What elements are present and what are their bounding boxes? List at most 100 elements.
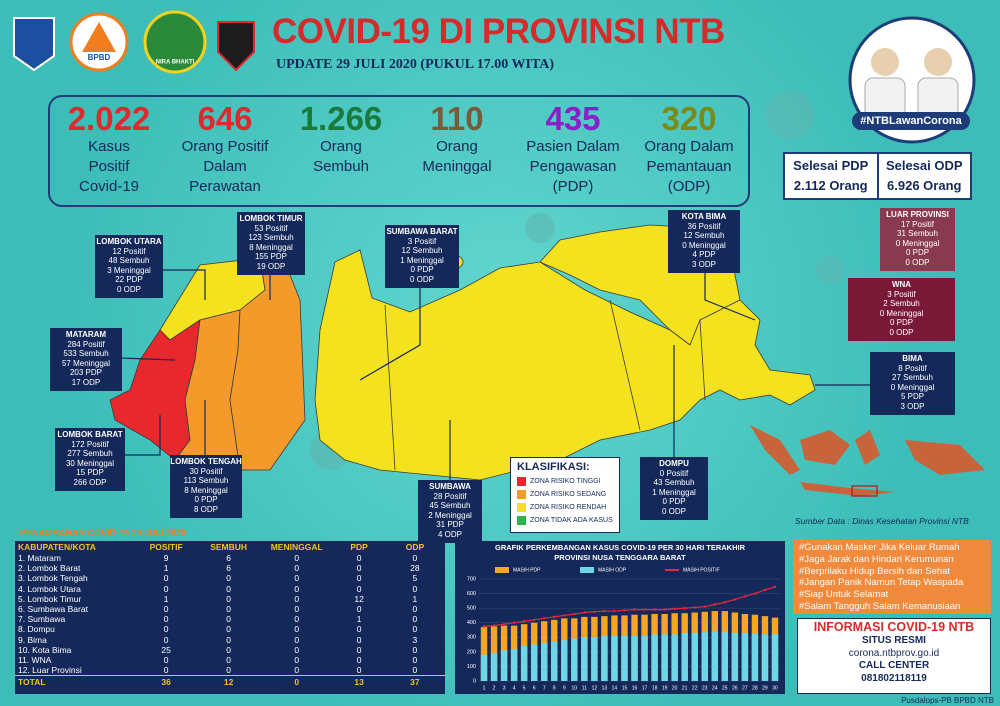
bar bbox=[741, 632, 749, 681]
region-line: 0 Meninggal bbox=[682, 240, 726, 250]
table: KABUPATEN/KOTA POSITIF SEMBUH MENINGGAL PDP O… bbox=[15, 541, 445, 689]
bar bbox=[561, 640, 568, 681]
footer: Pusdalops-PB BPBD NTB bbox=[901, 696, 994, 705]
table-cell: 0 bbox=[356, 573, 362, 584]
x-tick-label: 2 bbox=[493, 685, 496, 691]
tips-box: #Gunakan Masker Jika Keluar Rumah #Jaga J… bbox=[793, 540, 991, 614]
table-cell: 0 bbox=[226, 573, 231, 584]
logo-ntb bbox=[13, 17, 55, 72]
table-cell: 1 bbox=[163, 563, 169, 574]
stat: 110 Orang Meninggal bbox=[396, 101, 518, 177]
region-line: 0 PDP bbox=[410, 265, 434, 275]
table-cell: 0 bbox=[412, 665, 418, 676]
table-cell: 0 bbox=[294, 604, 300, 615]
legend-swatch bbox=[517, 503, 526, 512]
table-cell: 0 bbox=[294, 644, 300, 655]
table-cell: 0 bbox=[294, 665, 300, 676]
stat-label: Orang bbox=[436, 138, 478, 155]
line-point bbox=[613, 609, 616, 613]
bar bbox=[480, 654, 488, 681]
bar bbox=[510, 648, 518, 681]
table-cell: 12 bbox=[354, 593, 364, 604]
x-tick-label: 12 bbox=[592, 685, 598, 691]
x-tick-label: 20 bbox=[672, 685, 678, 691]
region-line: 0 ODP bbox=[889, 327, 914, 337]
stat-label: Sembuh bbox=[313, 158, 369, 175]
table-cell: 0 bbox=[412, 553, 418, 563]
table-row: 11. WNA 0 0 0 0 0 bbox=[15, 655, 445, 665]
line-point bbox=[723, 601, 727, 604]
table-header: KABUPATEN/KOTA bbox=[18, 542, 96, 552]
line-point bbox=[553, 615, 556, 619]
table-cell: 0 bbox=[163, 583, 169, 594]
bar bbox=[490, 653, 498, 681]
chart: GRAFIK PERKEMBANGAN KASUS COVID-19 PER 3… bbox=[467, 543, 780, 691]
table-cell: 0 bbox=[412, 624, 418, 635]
bar bbox=[551, 641, 558, 681]
logo-korem bbox=[143, 10, 207, 74]
stat-value: 646 bbox=[197, 100, 253, 137]
line-point bbox=[743, 595, 747, 598]
x-tick-label: 5 bbox=[523, 685, 526, 691]
y-tick-label: 100 bbox=[467, 664, 476, 670]
table-cell: 0 bbox=[226, 644, 231, 655]
line-point bbox=[603, 609, 606, 613]
y-tick-label: 700 bbox=[467, 576, 476, 582]
legend-item: ZONA RISIKO RENDAH bbox=[511, 501, 619, 514]
region-line: 0 ODP bbox=[116, 284, 141, 294]
line bbox=[483, 586, 776, 627]
table-total: TOTAL bbox=[15, 675, 136, 689]
table-cell: 0 bbox=[294, 563, 300, 574]
region-line: 12 Positif bbox=[112, 246, 146, 256]
table-row: 5. Lombok Timur 1 0 0 12 1 bbox=[15, 594, 445, 604]
region-line: 27 Sembuh bbox=[892, 373, 933, 383]
line-point bbox=[683, 606, 686, 610]
region-box: LOMBOK TENGAH 30 Positif 113 Sembuh 8 Menin… bbox=[170, 455, 242, 518]
table-cell: 0 bbox=[163, 634, 169, 645]
selesai-label: Selesai PDP bbox=[793, 158, 869, 173]
y-tick-label: 200 bbox=[467, 649, 476, 655]
table-total: 13 bbox=[333, 675, 385, 689]
bar bbox=[530, 644, 538, 681]
y-tick-label: 400 bbox=[467, 620, 476, 626]
source: Sumber Data : Dinas Kesehatan Provinsi N… bbox=[795, 516, 969, 526]
stats-box: 2.022 Kasus Positif Covid-19 646 Orang Positi… bbox=[48, 95, 750, 207]
table-cell: 0 bbox=[163, 614, 169, 625]
table-cell: 0 bbox=[356, 655, 362, 666]
table-header: POSITIF bbox=[149, 542, 183, 552]
table-cell: 0 bbox=[412, 655, 418, 666]
selesai-label: Selesai ODP bbox=[885, 158, 963, 173]
update-time: UPDATE 29 JULI 2020 (PUKUL 17.00 WITA) bbox=[276, 57, 555, 72]
line-point bbox=[522, 620, 526, 623]
bar bbox=[681, 632, 688, 681]
tip: #Berprilaku Hidup Bersih dan Sehat bbox=[799, 565, 951, 577]
x-tick-label: 21 bbox=[682, 685, 688, 691]
stat-value: 1.266 bbox=[299, 100, 383, 137]
table-cell: 3. Lombok Tengah bbox=[18, 573, 88, 584]
border bbox=[609, 299, 641, 431]
x-tick-label: 7 bbox=[543, 685, 546, 691]
line-point bbox=[643, 608, 646, 611]
bar bbox=[591, 637, 598, 681]
line-point bbox=[502, 622, 506, 626]
stat: 435 Pasien Dalam Pengawasan (PDP) bbox=[512, 101, 634, 197]
logos bbox=[13, 10, 255, 74]
table-cell: 7. Sumbawa bbox=[18, 614, 66, 625]
region-name: SUMBAWA BARAT bbox=[386, 227, 458, 236]
region-name: LOMBOK TIMUR bbox=[239, 214, 303, 223]
table-row: 10. Kota Bima 25 0 0 0 0 bbox=[15, 645, 445, 655]
table-cell: 0 bbox=[294, 614, 300, 625]
table-cell: 0 bbox=[226, 583, 231, 594]
table-cell: 28 bbox=[410, 563, 420, 574]
table-cell: 0 bbox=[226, 634, 231, 645]
table-box: KABUPATEN/KOTA POSITIF SEMBUH MENINGGAL PDP O… bbox=[15, 541, 445, 694]
table-cell: 0 bbox=[356, 563, 362, 574]
region-line: 8 Positif bbox=[898, 363, 927, 373]
x-tick-label: 24 bbox=[712, 685, 718, 691]
legend-item: ZONA RISIKO SEDANG bbox=[511, 488, 619, 501]
y-tick-label: 500 bbox=[467, 606, 476, 612]
table-cell: 0 bbox=[226, 624, 231, 635]
line-point bbox=[573, 612, 576, 616]
region-line: 3 ODP bbox=[691, 259, 716, 269]
region-name: LUAR PROVINSI bbox=[886, 210, 949, 219]
